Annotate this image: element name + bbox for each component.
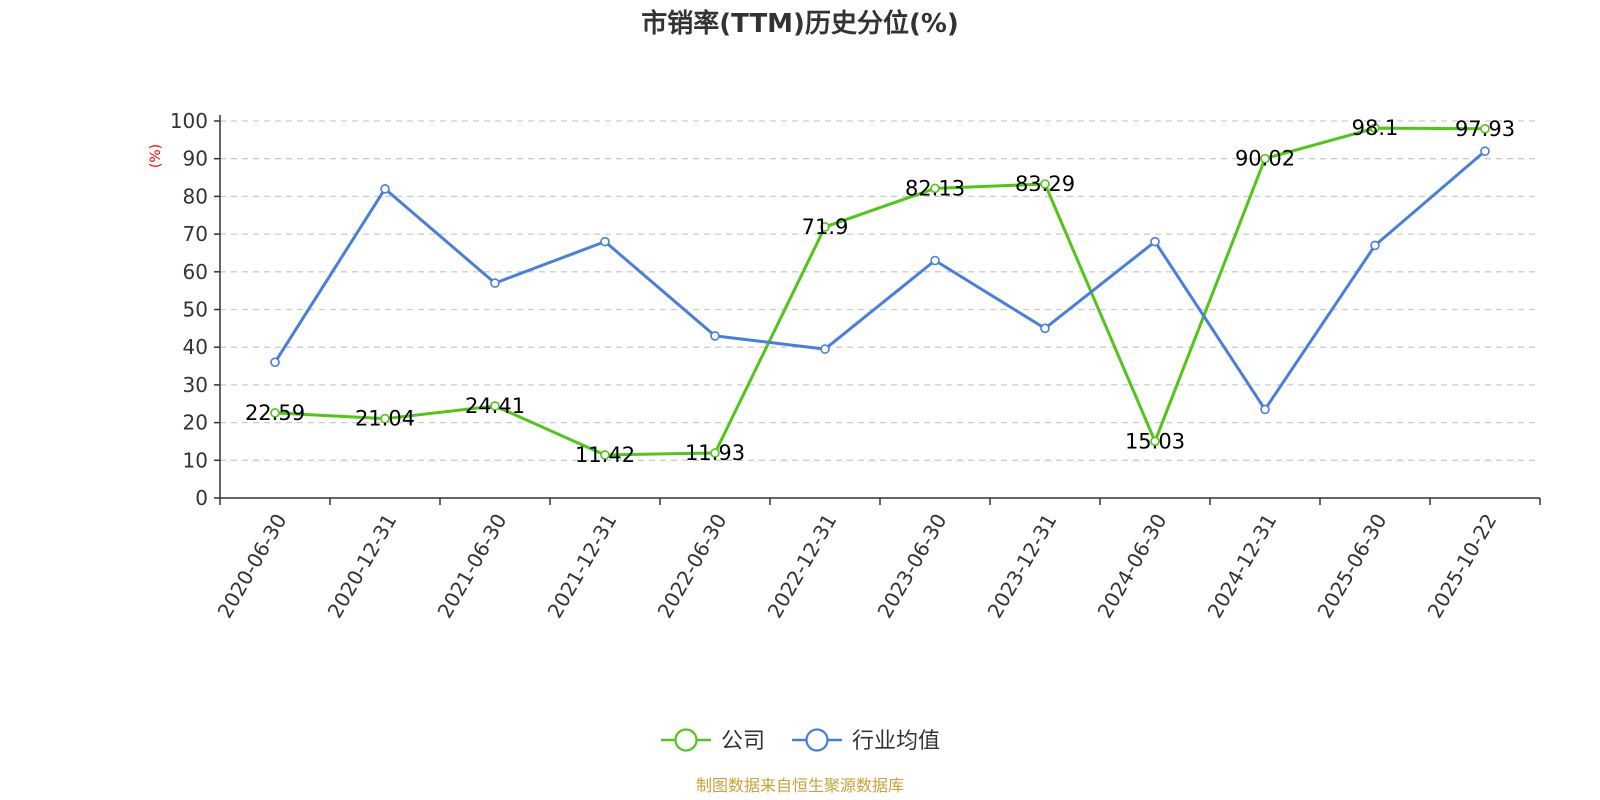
data-point <box>1260 404 1270 415</box>
data-point <box>600 236 610 247</box>
x-tick-label: 2020-12-31 <box>323 510 402 623</box>
data-label: 21.04 <box>355 407 415 431</box>
y-tick-label: 10 <box>183 448 208 472</box>
y-axis-unit-label: (%) <box>148 144 164 168</box>
series-line <box>274 126 1486 457</box>
data-point <box>1370 123 1380 133</box>
data-point <box>1480 146 1490 156</box>
legend-label: 行业均值 <box>852 729 940 754</box>
data-point <box>1260 153 1270 164</box>
data-label: 22.59 <box>245 401 305 425</box>
data-point <box>1150 436 1160 447</box>
x-tick-label: 2024-06-30 <box>1093 510 1172 623</box>
x-tick-label: 2022-06-30 <box>653 510 732 623</box>
data-point <box>380 184 390 194</box>
data-point <box>270 357 280 368</box>
y-tick-label: 80 <box>183 184 208 208</box>
axes <box>214 115 1541 505</box>
data-label: 98.1 <box>1352 116 1399 140</box>
y-tick-label: 20 <box>183 411 208 435</box>
data-label: 11.42 <box>575 443 635 467</box>
data-point <box>490 401 500 411</box>
x-tick-label: 2022-12-31 <box>763 510 842 623</box>
y-tick-label: 70 <box>183 222 208 246</box>
data-point <box>930 255 940 266</box>
data-point <box>380 413 390 424</box>
x-tick-label: 2023-12-31 <box>983 510 1062 623</box>
y-tick-label: 0 <box>195 486 208 510</box>
y-tick-labels: 0 10 20 30 40 50 60 70 80 90 100 <box>170 109 208 510</box>
data-point <box>1370 240 1380 251</box>
data-point <box>270 408 280 418</box>
data-point <box>1040 323 1050 334</box>
series-line <box>273 150 1486 411</box>
data-label: 71.9 <box>802 215 849 239</box>
data-point <box>1040 179 1050 189</box>
x-tick-label: 2021-12-31 <box>543 510 622 623</box>
y-tick-label: 90 <box>183 147 208 171</box>
data-label: 15.03 <box>1125 429 1185 453</box>
data-label: 24.41 <box>465 394 525 418</box>
legend-item-1[interactable]: 行业均值 <box>792 728 940 754</box>
data-point <box>820 344 830 354</box>
data-point <box>600 450 610 460</box>
data-label: 83.29 <box>1015 172 1075 196</box>
x-tick-label: 2023-06-30 <box>873 510 952 623</box>
series-0: 22.59 21.04 24.41 11.42 11.93 71.9 82.13 83.29 1… <box>245 116 1515 467</box>
x-tick-label: 2020-06-30 <box>213 510 292 623</box>
grid-lines <box>220 120 1540 461</box>
data-point <box>1150 236 1160 247</box>
legend-marker <box>674 728 698 752</box>
x-tick-label: 2025-10-22 <box>1423 510 1502 623</box>
data-label: 82.13 <box>905 176 965 200</box>
data-point <box>710 331 720 341</box>
y-tick-label: 40 <box>183 335 208 359</box>
data-point <box>930 183 940 194</box>
x-tick-label: 2021-06-30 <box>433 510 512 623</box>
y-tick-label: 30 <box>183 373 208 397</box>
data-label: 11.93 <box>685 441 745 465</box>
series-group: 22.59 21.04 24.41 11.42 11.93 71.9 82.13 83.29 1… <box>245 116 1515 467</box>
legend-marker <box>805 728 829 752</box>
series-1 <box>270 146 1490 415</box>
y-tick-label: 50 <box>183 298 208 322</box>
x-tick-label: 2024-12-31 <box>1203 510 1282 623</box>
data-point <box>1480 124 1490 134</box>
data-label: 97.93 <box>1455 117 1515 141</box>
data-label: 90.02 <box>1235 147 1295 171</box>
chart-title: 市销率(TTM)历史分位(%) <box>641 8 959 39</box>
x-tick-label: 2025-06-30 <box>1313 510 1392 623</box>
y-tick-label: 60 <box>183 260 208 284</box>
legend-label: 公司 <box>721 729 765 754</box>
data-point <box>820 222 830 232</box>
data-point <box>710 448 720 458</box>
y-tick-label: 100 <box>170 109 208 133</box>
data-point <box>490 278 500 288</box>
data-source-note: 制图数据来自恒生聚源数据库 <box>696 776 904 795</box>
legend[interactable]: 公司 行业均值 <box>661 728 940 754</box>
x-tick-labels: 2020-06-30 2020-12-31 2021-06-30 2021-12-31… <box>213 510 1502 623</box>
legend-item-0[interactable]: 公司 <box>661 728 765 754</box>
